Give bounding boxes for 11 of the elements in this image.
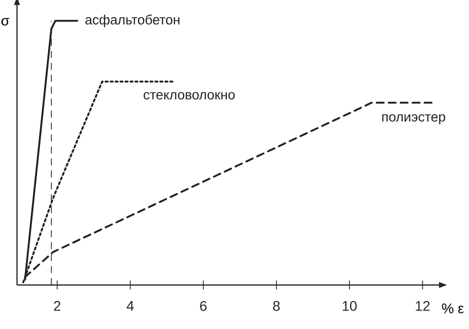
x-tick-label: 10 bbox=[342, 301, 357, 311]
x-tick-label: 4 bbox=[126, 301, 134, 311]
x-tick-label: 2 bbox=[54, 301, 60, 311]
x-tick-label: 8 bbox=[273, 301, 280, 311]
x-tick-label: 6 bbox=[200, 301, 207, 311]
y-axis-title: σ bbox=[1, 18, 10, 26]
series-label: полиэстер bbox=[382, 114, 446, 124]
series-label: стекловолокно bbox=[144, 92, 235, 100]
x-tick-label: 12 bbox=[416, 301, 430, 311]
series-label: асфальтобетон bbox=[85, 14, 180, 28]
x-axis-title: % ε bbox=[442, 304, 464, 314]
